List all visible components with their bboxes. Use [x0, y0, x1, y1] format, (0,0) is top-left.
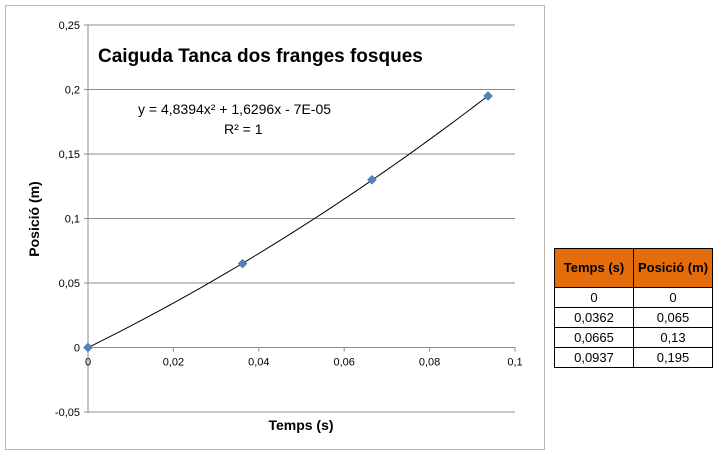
- grid: [84, 24, 516, 413]
- table-cell-temps: 0,0665: [554, 327, 634, 348]
- trendline: [87, 95, 489, 349]
- data-point: [367, 174, 377, 185]
- chart-svg: -0,05 0 0,05 0,1 0,15 0,2 0,25 0 0,02 0,04 0,06 0,0…: [26, 20, 523, 433]
- table-row: 0,0362 0,065: [554, 307, 713, 328]
- table-cell-temps: 0,0937: [554, 347, 634, 368]
- trendline-equation: y = 4,8394x² + 1,6296x - 7E-05: [138, 101, 331, 117]
- table-header-row: Temps (s) Posició (m): [554, 248, 713, 288]
- tick-labels: -0,05 0 0,05 0,1 0,15 0,2 0,25 0 0,02 0,04 0,06 0,0…: [55, 20, 523, 419]
- y-tick-label: 0,25: [59, 20, 80, 32]
- chart-title: Caiguda Tanca dos franges fosques: [98, 46, 423, 67]
- x-axis-label: Temps (s): [268, 417, 333, 433]
- table-cell-posicio: 0,065: [633, 307, 713, 328]
- x-tick-label: 0,08: [419, 357, 440, 369]
- x-tick-label: 0,04: [248, 357, 269, 369]
- y-tick-label: 0,15: [59, 149, 80, 161]
- table-cell-posicio: 0: [633, 287, 713, 308]
- data-table: Temps (s) Posició (m) 0 0 0,0362 0,065 0,066…: [554, 248, 713, 368]
- table-header-temps: Temps (s): [554, 248, 634, 288]
- x-tick-label: 0,06: [333, 357, 354, 369]
- y-tick-label: 0: [74, 343, 80, 355]
- y-tick-label: -0,05: [55, 407, 80, 419]
- y-tick-label: 0,2: [65, 85, 80, 97]
- chart-area: -0,05 0 0,05 0,1 0,15 0,2 0,25 0 0,02 0,04 0,06 0,0…: [5, 5, 545, 450]
- table-body: 0 0 0,0362 0,065 0,0665 0,13 0,0937 0,195: [554, 287, 713, 368]
- r-squared-label: R² = 1: [224, 121, 263, 137]
- data-point: [483, 91, 493, 101]
- table-header-posicio: Posició (m): [633, 248, 713, 288]
- table-row: 0,0665 0,13: [554, 327, 713, 348]
- table-cell-temps: 0: [554, 287, 634, 308]
- table-cell-temps: 0,0362: [554, 307, 634, 328]
- y-tick-label: 0,05: [59, 278, 80, 290]
- data-points: [83, 91, 493, 353]
- y-axis-label: Posició (m): [26, 181, 42, 256]
- data-point: [83, 342, 93, 353]
- table-cell-posicio: 0,195: [633, 347, 713, 368]
- x-tick-label: 0,1: [507, 357, 522, 369]
- table-cell-posicio: 0,13: [633, 327, 713, 348]
- data-point: [237, 258, 248, 269]
- x-tick-label: 0,02: [163, 357, 184, 369]
- y-tick-label: 0,1: [65, 214, 80, 226]
- x-tick-label: 0: [85, 357, 91, 369]
- table-row: 0,0937 0,195: [554, 347, 713, 368]
